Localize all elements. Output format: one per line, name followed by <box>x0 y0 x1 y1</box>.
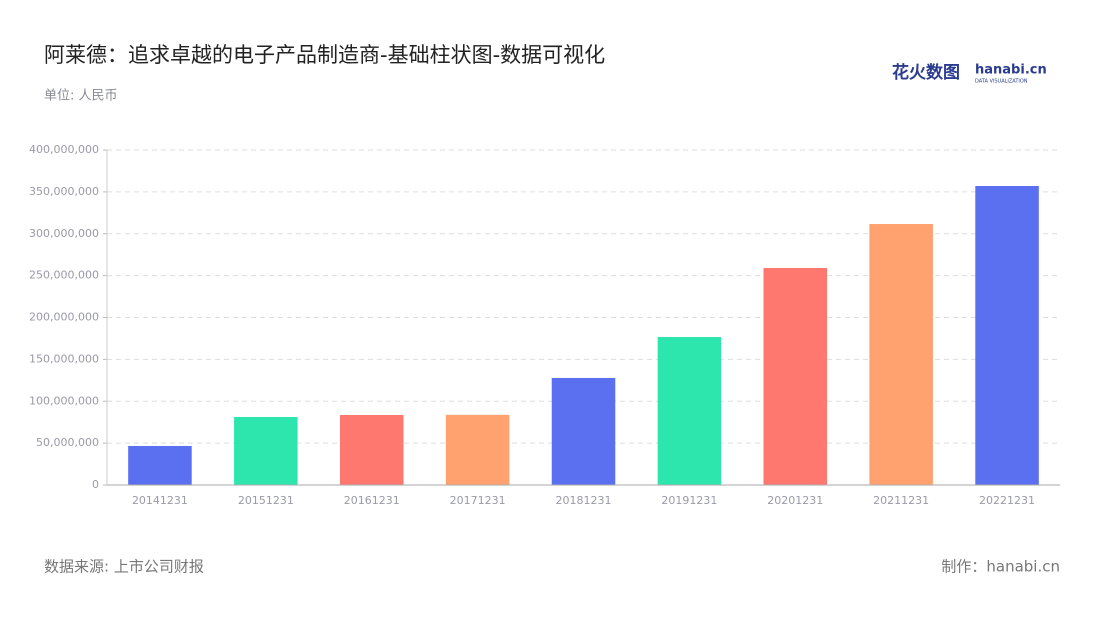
brand-name: hanabi.cn <box>975 63 1047 78</box>
y-tick-label: 400,000,000 <box>29 143 99 156</box>
y-tick-label: 250,000,000 <box>29 269 99 282</box>
x-tick-label: 20181231 <box>556 494 612 507</box>
bar <box>869 224 933 485</box>
source-note: 数据来源: 上市公司财报 <box>44 558 204 576</box>
x-tick-label: 20161231 <box>344 494 400 507</box>
chart-subtitle: 单位: 人民币 <box>44 89 118 104</box>
x-tick-label: 20221231 <box>979 494 1035 507</box>
x-tick-label: 20151231 <box>238 494 294 507</box>
bar <box>234 416 298 485</box>
y-tick-label: 300,000,000 <box>29 227 99 240</box>
chart-title: 阿莱德：追求卓越的电子产品制造商-基础柱状图-数据可视化 <box>44 43 605 67</box>
brand-tag: DATA VISUALIZATION <box>975 79 1028 85</box>
y-tick-label: 100,000,000 <box>29 394 99 407</box>
bar <box>551 377 616 485</box>
x-tick-label: 20141231 <box>132 494 188 507</box>
x-tick-label: 20211231 <box>873 494 929 507</box>
y-tick-label: 350,000,000 <box>29 185 99 198</box>
x-tick-label: 20191231 <box>661 494 717 507</box>
y-tick-label: 150,000,000 <box>29 352 99 365</box>
y-tick-label: 200,000,000 <box>29 311 99 324</box>
y-tick-label: 50,000,000 <box>36 436 99 449</box>
x-tick-label: 20201231 <box>767 494 823 507</box>
credit-note: 制作：hanabi.cn <box>941 558 1060 576</box>
bar <box>763 268 828 485</box>
bar <box>975 186 1039 485</box>
bar <box>657 337 722 485</box>
x-tick-label: 20171231 <box>450 494 506 507</box>
bar <box>339 414 404 485</box>
bar <box>445 414 510 485</box>
brand-logo: 花火数图 <box>892 62 960 83</box>
bar <box>128 445 192 485</box>
y-tick-label: 0 <box>92 478 99 491</box>
